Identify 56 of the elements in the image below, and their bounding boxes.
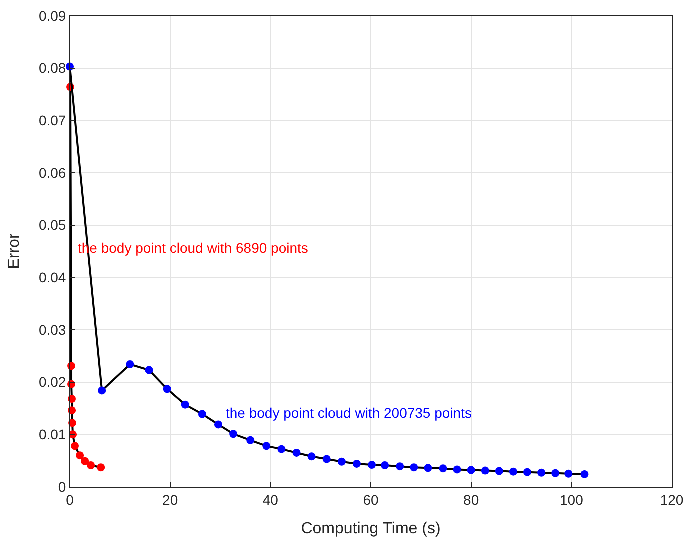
point bbox=[198, 410, 206, 418]
point bbox=[396, 462, 404, 471]
point bbox=[76, 452, 84, 460]
y-tick-label: 0.04 bbox=[38, 270, 66, 286]
y-axis-title: Error bbox=[6, 233, 23, 270]
x-tick-label: 100 bbox=[560, 492, 584, 508]
point bbox=[126, 360, 134, 369]
y-tick-label: 0.06 bbox=[38, 164, 66, 181]
y-tick-label: 0.02 bbox=[38, 374, 66, 390]
point bbox=[538, 468, 546, 477]
y-tick-label: 0.05 bbox=[38, 217, 66, 234]
y-tick-label: 0.07 bbox=[38, 112, 66, 129]
point bbox=[308, 452, 316, 461]
point bbox=[481, 466, 490, 475]
point bbox=[467, 466, 476, 474]
point bbox=[352, 460, 361, 468]
point bbox=[495, 467, 504, 476]
point bbox=[509, 468, 518, 476]
point bbox=[262, 442, 271, 450]
point bbox=[98, 386, 106, 395]
x-tick-label: 60 bbox=[363, 492, 379, 508]
y-tick-label: 0.09 bbox=[38, 8, 66, 24]
point bbox=[97, 464, 106, 472]
point bbox=[524, 468, 532, 476]
x-tick-label: 80 bbox=[464, 492, 480, 508]
point bbox=[424, 464, 432, 472]
point bbox=[322, 455, 331, 464]
x-axis-title: Computing Time (s) bbox=[301, 520, 441, 538]
point bbox=[181, 400, 190, 409]
point bbox=[580, 470, 589, 478]
point bbox=[368, 461, 376, 470]
point bbox=[163, 385, 172, 394]
series-label: the body point cloud with 200735 points bbox=[226, 405, 472, 421]
point bbox=[292, 448, 301, 457]
y-tick-label: 0 bbox=[58, 478, 66, 495]
point bbox=[230, 430, 238, 438]
point bbox=[278, 445, 286, 454]
point bbox=[87, 462, 96, 470]
point bbox=[338, 458, 346, 466]
point bbox=[552, 469, 560, 478]
point bbox=[246, 436, 255, 444]
x-tick-label: 20 bbox=[162, 492, 178, 508]
y-tick-label: 0.03 bbox=[38, 322, 66, 338]
point bbox=[81, 457, 90, 466]
point bbox=[71, 442, 80, 450]
point bbox=[145, 366, 154, 374]
x-tick-label: 40 bbox=[262, 492, 279, 508]
y-tick-label: 0.01 bbox=[38, 426, 66, 443]
point bbox=[214, 420, 222, 429]
point bbox=[564, 470, 573, 478]
point bbox=[410, 464, 418, 472]
point bbox=[439, 464, 448, 473]
y-tick-label: 0.08 bbox=[38, 60, 66, 76]
point bbox=[453, 466, 462, 474]
x-tick-label: 120 bbox=[660, 492, 684, 508]
point bbox=[381, 462, 390, 470]
